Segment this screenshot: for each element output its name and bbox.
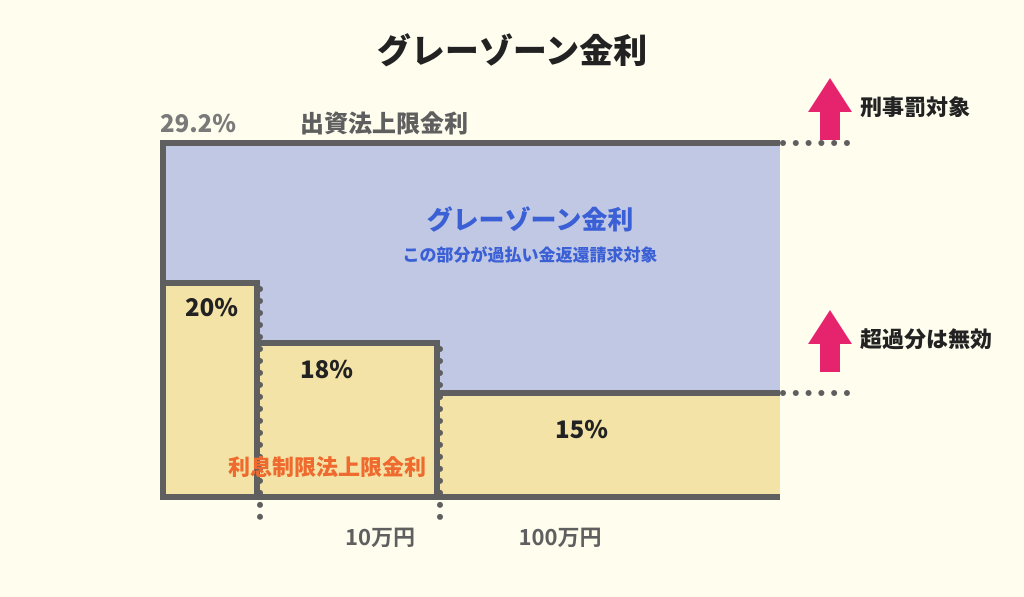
up-arrow-icon [808,78,852,140]
threshold-dash-1 [437,346,443,520]
annotation-label-0: 刑事罰対象 [860,90,970,122]
investment-law-label: 出資法上限金利 [300,104,468,139]
rate-label-0: 20% [185,288,238,323]
grey-zone-caption-line1: グレーゾーン金利 [350,200,710,237]
rate-label-2: 15% [555,410,608,445]
grey-zone-caption: グレーゾーン金利 この部分が過払い金返還請求対象 [350,200,710,266]
grey-zone-caption-line2: この部分が過払い金返還請求対象 [350,241,710,266]
investment-law-rate-label: 29.2% [160,104,236,139]
x-tick-label-1: 100万円 [500,520,620,552]
x-tick-label-0: 10万円 [320,520,440,552]
interest-limit-law-label: 利息制限法上限金利 [228,450,426,482]
diagram-title: グレーゾーン金利 [0,24,1024,73]
annotation-label-1: 超過分は無効 [860,322,992,354]
annotation-dash-1 [780,390,850,396]
threshold-dash-0 [257,286,263,520]
up-arrow-icon [808,310,852,372]
rate-label-1: 18% [300,350,353,385]
annotation-dash-0 [780,140,850,146]
step-region-2 [440,390,780,500]
chart-area [160,140,780,500]
